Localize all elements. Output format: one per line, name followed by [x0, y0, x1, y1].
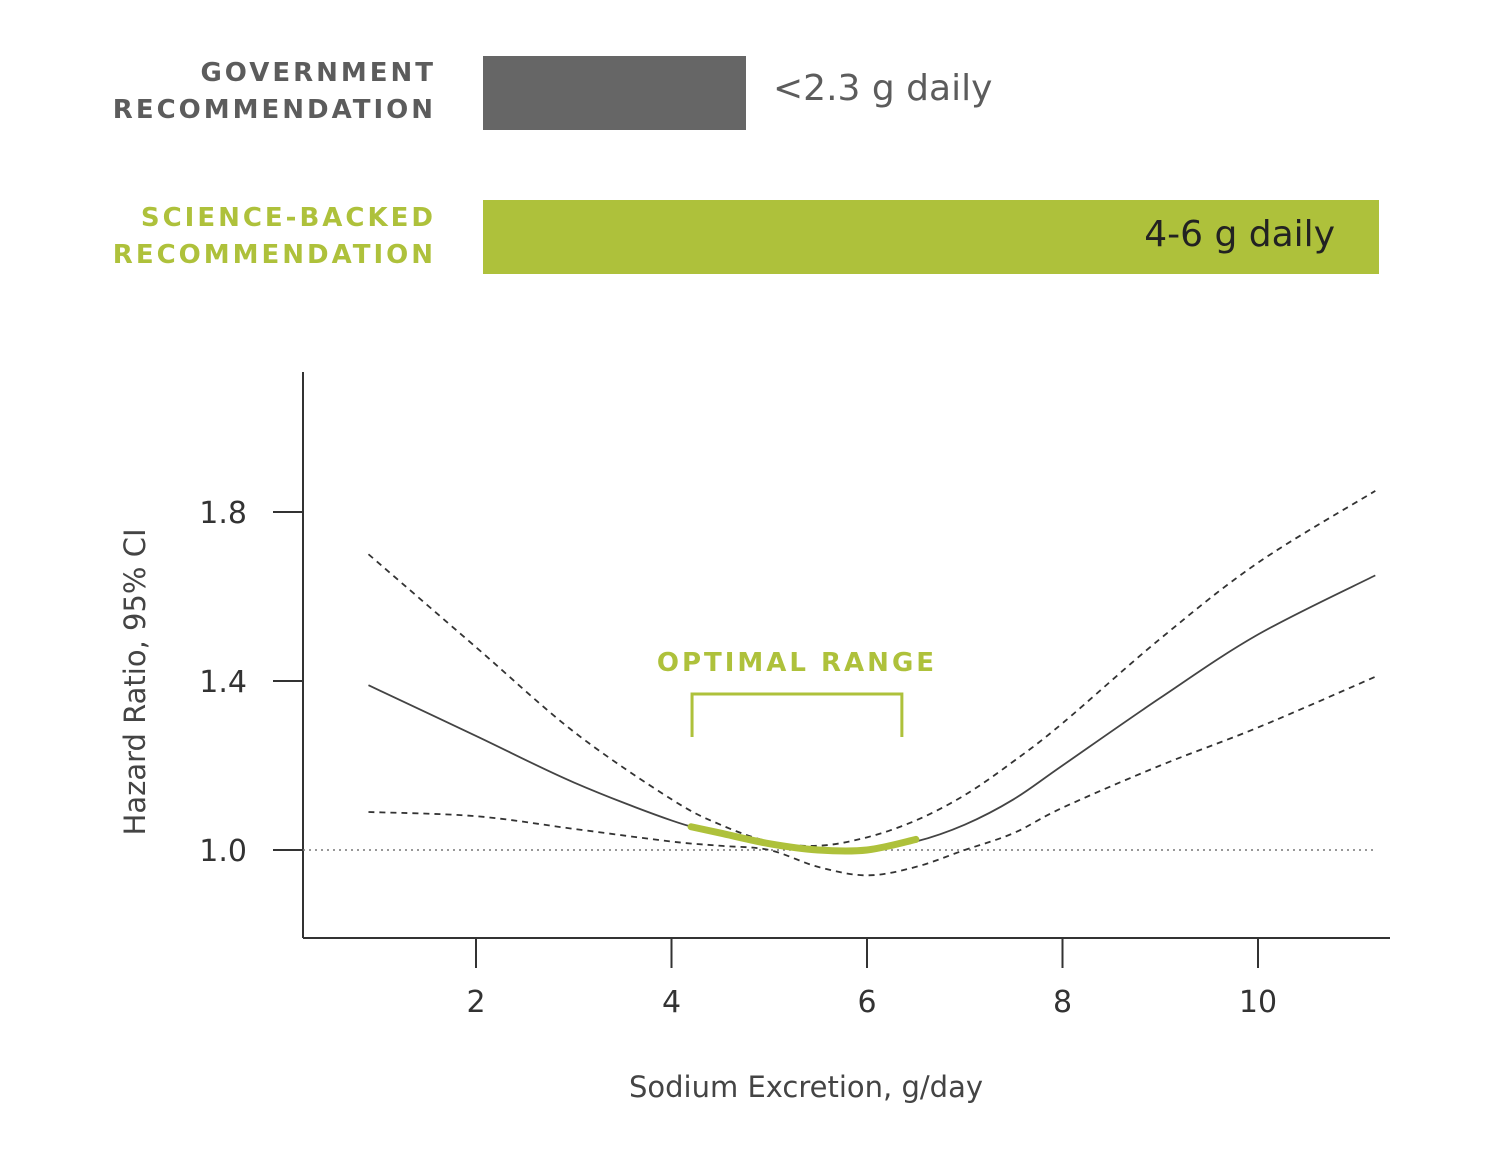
x-tick-label: 6 — [857, 985, 876, 1020]
science-recommendation-label: SCIENCE-BACKED RECOMMENDATION — [113, 200, 436, 274]
x-tick-label: 8 — [1053, 985, 1072, 1020]
x-tick-label: 10 — [1239, 985, 1277, 1020]
series-upper-ci-line — [367, 490, 1376, 847]
science-label-line2: RECOMMENDATION — [112, 240, 436, 270]
series-lower-ci-line — [368, 675, 1376, 877]
government-recommendation-value: <2.3 g daily — [773, 68, 993, 109]
government-label-line1: GOVERNMENT — [200, 58, 436, 88]
y-axis-title: Hazard Ratio, 95% CI — [118, 529, 152, 836]
series-estimate-line — [368, 574, 1376, 852]
y-tick-label: 1.0 — [199, 834, 247, 869]
x-tick-label: 2 — [466, 985, 485, 1020]
science-recommendation-bar — [483, 200, 1379, 274]
y-tick-label: 1.4 — [199, 665, 247, 700]
series-group — [367, 490, 1376, 877]
science-recommendation-value: 4-6 g daily — [1144, 214, 1335, 255]
government-recommendation-bar — [483, 56, 746, 130]
series-optimal-highlight-line — [687, 823, 920, 855]
optimal-range-label: OPTIMAL RANGE — [657, 648, 937, 678]
government-label-line2: RECOMMENDATION — [112, 95, 436, 125]
y-tick-label: 1.8 — [199, 496, 247, 531]
x-tick-label: 4 — [662, 985, 681, 1020]
science-label-line1: SCIENCE-BACKED — [140, 203, 436, 233]
government-recommendation-label: GOVERNMENT RECOMMENDATION — [113, 55, 436, 129]
optimal-range-bracket — [690, 692, 904, 737]
x-axis-title: Sodium Excretion, g/day — [629, 1070, 983, 1104]
axis-ticks: 2 4 6 8 10 1.0 1.4 1.8 — [199, 496, 1277, 1020]
